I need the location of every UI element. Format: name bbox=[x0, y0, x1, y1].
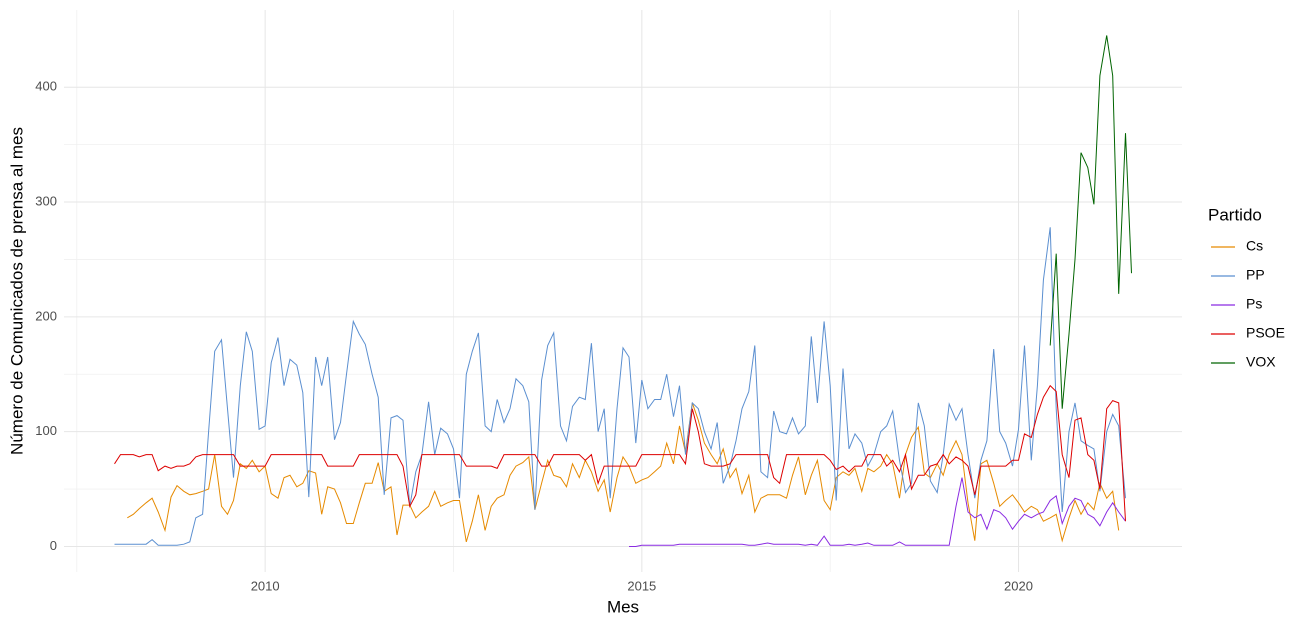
legend-label: VOX bbox=[1246, 354, 1276, 370]
series-line bbox=[127, 402, 1120, 543]
series-line bbox=[1049, 35, 1132, 409]
legend-label: PP bbox=[1246, 267, 1265, 283]
y-tick-label: 0 bbox=[50, 538, 57, 553]
legend-title: Partido bbox=[1208, 205, 1262, 224]
y-tick-label: 200 bbox=[35, 308, 57, 323]
x-axis-title: Mes bbox=[607, 597, 639, 616]
x-tick-label: 2015 bbox=[627, 578, 656, 593]
series-line bbox=[114, 227, 1126, 546]
legend-label: Cs bbox=[1246, 238, 1263, 254]
y-axis-title: Número de Comunicados de prensa al mes bbox=[7, 127, 26, 455]
y-tick-label: 400 bbox=[35, 79, 57, 94]
series-line bbox=[114, 384, 1126, 522]
legend-label: Ps bbox=[1246, 296, 1262, 312]
series-line bbox=[629, 477, 1126, 547]
legend-label: PSOE bbox=[1246, 325, 1285, 341]
y-tick-label: 300 bbox=[35, 193, 57, 208]
y-tick-label: 100 bbox=[35, 423, 57, 438]
x-tick-label: 2010 bbox=[251, 578, 280, 593]
x-tick-label: 2020 bbox=[1004, 578, 1033, 593]
